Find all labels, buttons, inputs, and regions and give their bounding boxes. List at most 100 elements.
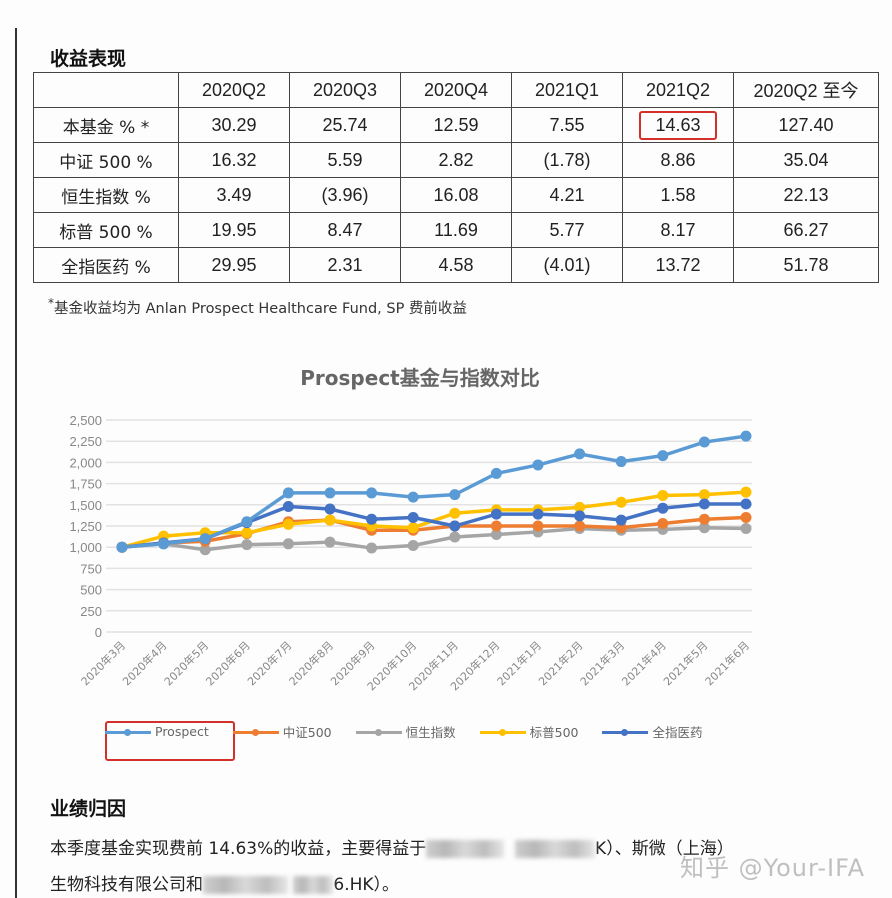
- table-cell: 8.86: [622, 142, 734, 178]
- legend-line-marker-icon: [355, 726, 402, 738]
- y-tick-label: 250: [80, 604, 102, 619]
- data-point-marker: [615, 456, 627, 468]
- data-point-marker: [574, 501, 586, 513]
- row-label: 标普 500 %: [33, 212, 179, 248]
- attribution-text: 6.HK）。: [333, 875, 400, 895]
- data-point-marker: [698, 489, 710, 501]
- table-cell: 4.21: [511, 177, 623, 213]
- data-point-marker: [324, 514, 336, 526]
- row-label: 中证 500 %: [33, 142, 179, 178]
- row-label: 本基金 % *: [33, 107, 179, 143]
- legend-item: 中证500: [232, 722, 332, 741]
- data-point-marker: [657, 450, 669, 462]
- data-point-marker: [490, 467, 502, 479]
- data-point-marker: [116, 541, 128, 553]
- data-point-marker: [657, 502, 669, 514]
- footnote-mark: *: [48, 296, 54, 310]
- series-line: [121, 515, 747, 549]
- chart-legend: Prospect 中证500 恒生指数 标普500 全指医药: [105, 722, 727, 741]
- table-row: 标普 500 % 19.95 8.47 11.69 5.77 8.17 66.2…: [33, 212, 879, 248]
- data-point-marker: [324, 536, 336, 548]
- table-row: 恒生指数 % 3.49 (3.96) 16.08 4.21 1.58 22.13: [33, 177, 879, 213]
- data-point-marker: [574, 520, 586, 532]
- y-tick-label: 2,250: [69, 434, 102, 449]
- data-point-marker: [615, 514, 627, 526]
- table-cell: 25.74: [289, 107, 401, 143]
- legend-item: 标普500: [479, 722, 579, 741]
- data-point-marker: [490, 520, 502, 532]
- table-cell: 19.95: [178, 212, 290, 248]
- legend-item: 恒生指数: [355, 722, 456, 741]
- table-header-cell: 2020Q4: [400, 72, 512, 108]
- data-point-marker: [490, 508, 502, 520]
- data-point-marker: [740, 430, 752, 442]
- table-cell: 12.59: [400, 107, 512, 143]
- y-tick-label: 2,500: [69, 413, 102, 428]
- table-cell: 11.69: [400, 212, 512, 248]
- table-cell: 127.40: [733, 107, 879, 143]
- legend-item: 全指医药: [602, 722, 703, 741]
- legend-item: Prospect: [105, 724, 209, 739]
- y-tick-label: 1,500: [69, 498, 102, 513]
- table-header-cell: 2021Q2: [622, 72, 734, 108]
- y-tick-label: 1,000: [69, 540, 102, 555]
- data-point-marker: [449, 531, 461, 543]
- data-point-marker: [366, 542, 378, 554]
- data-point-marker: [532, 508, 544, 520]
- data-point-marker: [740, 512, 752, 524]
- row-label: 全指医药 %: [33, 247, 179, 283]
- legend-line-marker-icon: [602, 726, 649, 738]
- redacted-text: [515, 840, 596, 858]
- data-point-marker: [407, 512, 419, 524]
- table-cell: 30.29: [178, 107, 290, 143]
- legend-label: Prospect: [155, 724, 209, 739]
- data-point-marker: [449, 520, 461, 532]
- table-cell: 5.77: [511, 212, 623, 248]
- data-point-marker: [407, 540, 419, 552]
- data-point-marker: [698, 522, 710, 534]
- highlight-box: 14.63: [639, 110, 717, 140]
- table-cell: 7.55: [511, 107, 623, 143]
- table-cell: (3.96): [289, 177, 401, 213]
- legend-line-marker-icon: [105, 726, 151, 738]
- series-line: [121, 434, 747, 549]
- data-point-marker: [574, 448, 586, 460]
- data-point-marker: [532, 520, 544, 532]
- data-point-marker: [490, 528, 502, 540]
- y-tick-label: 1,750: [69, 477, 102, 492]
- table-cell: 29.95: [178, 247, 290, 283]
- data-point-marker: [282, 518, 294, 530]
- table-cell: 22.13: [733, 177, 879, 213]
- legend-highlight-box: [105, 721, 235, 761]
- y-tick-label: 0: [95, 625, 102, 640]
- y-tick-label: 500: [80, 583, 102, 598]
- data-point-marker: [241, 539, 253, 551]
- legend-line-marker-icon: [232, 726, 279, 738]
- data-point-marker: [740, 486, 752, 498]
- y-tick-label: 1,250: [69, 519, 102, 534]
- data-point-marker: [657, 517, 669, 529]
- legend-label: 全指医药: [652, 725, 703, 740]
- table-row: 本基金 % * 30.29 25.74 12.59 7.55 14.63 127…: [33, 107, 879, 143]
- table-cell: (1.78): [511, 142, 623, 178]
- legend-label: 中证500: [282, 725, 332, 740]
- table-cell: 1.58: [622, 177, 734, 213]
- table-cell: (4.01): [511, 247, 623, 283]
- table-header-cell: 2021Q1: [511, 72, 623, 108]
- table-cell: 35.04: [733, 142, 879, 178]
- table-cell: 5.59: [289, 142, 401, 178]
- attribution-text: 生物科技有限公司和: [50, 875, 203, 895]
- data-point-marker: [407, 491, 419, 503]
- data-point-marker: [740, 498, 752, 510]
- series-line: [121, 525, 747, 552]
- data-point-marker: [199, 533, 211, 545]
- data-point-marker: [698, 436, 710, 448]
- performance-table: 2020Q2 2020Q3 2020Q4 2021Q1 2021Q2 2020Q…: [33, 72, 879, 283]
- legend-label: 恒生指数: [405, 725, 456, 740]
- data-point-marker: [657, 489, 669, 501]
- redacted-text: [203, 876, 288, 894]
- legend-label: 标普500: [529, 725, 579, 740]
- table-row: 全指医药 % 29.95 2.31 4.58 (4.01) 13.72 51.7…: [33, 247, 879, 283]
- data-point-marker: [740, 523, 752, 535]
- table-header-cell: 2020Q2 至今: [733, 72, 879, 108]
